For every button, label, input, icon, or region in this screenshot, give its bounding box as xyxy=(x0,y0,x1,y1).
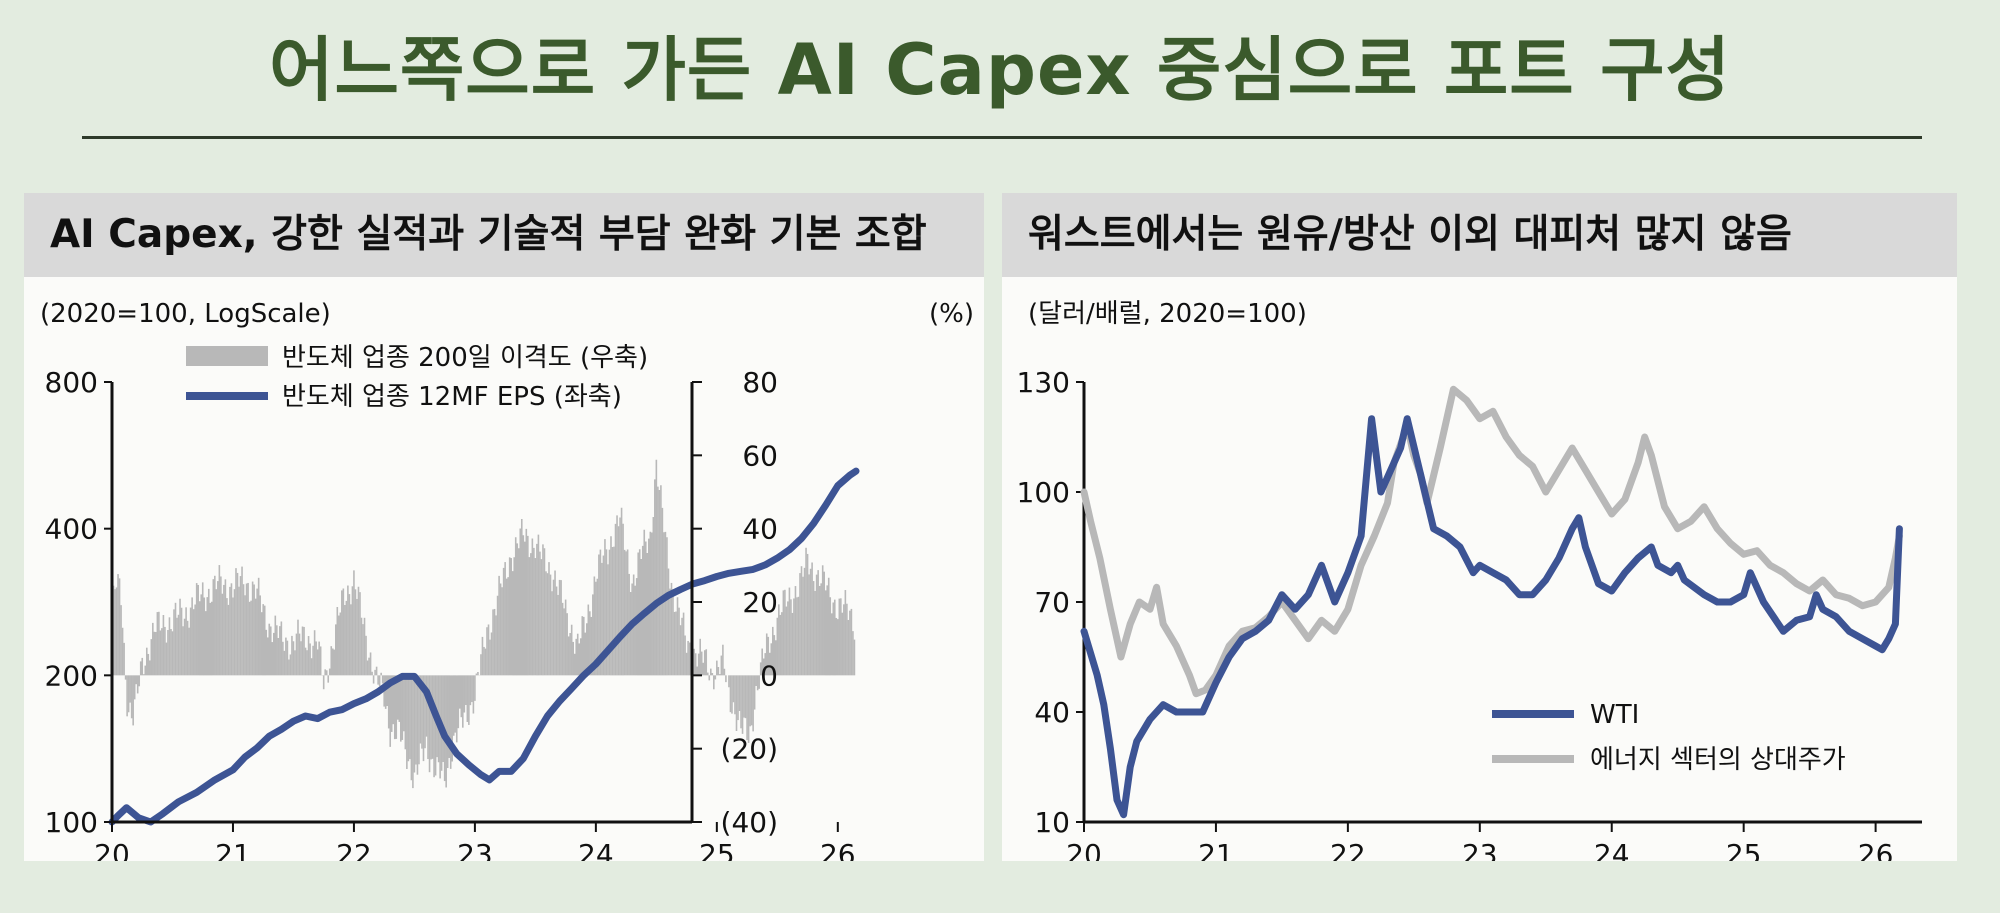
x-tick-label: 20 xyxy=(1066,838,1102,861)
right-y-tick-label: (20) xyxy=(721,733,778,766)
left-y-tick-label: 400 xyxy=(45,513,98,546)
x-tick-label: 26 xyxy=(820,838,856,861)
x-tick-label: 22 xyxy=(336,838,372,861)
x-tick-label: 22 xyxy=(1330,838,1366,861)
right-y-tick-label: 40 xyxy=(742,513,778,546)
x-tick-label: 21 xyxy=(215,838,251,861)
y-tick-label: 70 xyxy=(1034,586,1070,619)
right-chart-header: 워스트에서는 원유/방산 이외 대피처 많지 않음 xyxy=(1002,193,1957,277)
left-y-tick-label: 800 xyxy=(45,366,98,399)
x-tick-label: 24 xyxy=(1594,838,1630,861)
x-tick-label: 25 xyxy=(699,838,735,861)
x-tick-label: 24 xyxy=(578,838,614,861)
energy-sector-series-line xyxy=(1080,385,1903,698)
legend-swatch-bar xyxy=(186,346,268,366)
left-y-tick-label: 200 xyxy=(45,659,98,692)
y-tick-label: 130 xyxy=(1017,366,1070,399)
right-chart-panel: 워스트에서는 원유/방산 이외 대피처 많지 않음 (달러/배럴, 2020=1… xyxy=(1002,193,1957,861)
legend-label-line: 반도체 업종 12MF EPS (좌축) xyxy=(282,382,622,412)
eps-series-line xyxy=(108,467,860,826)
wti-series-line xyxy=(1080,415,1903,819)
x-tick-label: 25 xyxy=(1726,838,1762,861)
legend-label-wti: WTI xyxy=(1590,700,1639,730)
right-legend: WTI 에너지 섹터의 상대주가 xyxy=(1492,700,1846,775)
legend-label-energy: 에너지 섹터의 상대주가 xyxy=(1590,745,1846,775)
semiconductor-chart: (2020=100, LogScale) (%) 800400200100806… xyxy=(40,299,974,861)
left-chart-panel: AI Capex, 강한 실적과 기술적 부담 완화 기본 조합 (2020=1… xyxy=(24,193,984,861)
right-unit-label: (%) xyxy=(929,299,974,329)
y-tick-label: 100 xyxy=(1017,476,1070,509)
page-title: 어느쪽으로 가든 AI Capex 중심으로 포트 구성 xyxy=(269,29,1731,111)
right-y-tick-label: 0 xyxy=(760,659,778,692)
right-y-tick-label: (40) xyxy=(721,806,778,839)
y-tick-label: 10 xyxy=(1034,806,1070,839)
left-unit-label: (2020=100, LogScale) xyxy=(40,299,331,329)
x-tick-label: 23 xyxy=(457,838,493,861)
title-divider xyxy=(82,136,1922,139)
legend-label-bar: 반도체 업종 200일 이격도 (우축) xyxy=(282,343,648,373)
y-tick-label: 40 xyxy=(1034,696,1070,729)
left-y-tick-label: 100 xyxy=(45,806,98,839)
x-tick-label: 26 xyxy=(1858,838,1894,861)
right-y-tick-label: 60 xyxy=(742,439,778,472)
right-chart-unit-label: (달러/배럴, 2020=100) xyxy=(1028,299,1307,329)
x-tick-label: 20 xyxy=(94,838,130,861)
left-chart-header: AI Capex, 강한 실적과 기술적 부담 완화 기본 조합 xyxy=(24,193,984,277)
right-y-tick-label: 80 xyxy=(742,366,778,399)
right-y-tick-label: 20 xyxy=(742,586,778,619)
x-tick-label: 21 xyxy=(1198,838,1234,861)
x-tick-label: 23 xyxy=(1462,838,1498,861)
left-legend: 반도체 업종 200일 이격도 (우축) 반도체 업종 12MF EPS (좌축… xyxy=(186,343,648,412)
